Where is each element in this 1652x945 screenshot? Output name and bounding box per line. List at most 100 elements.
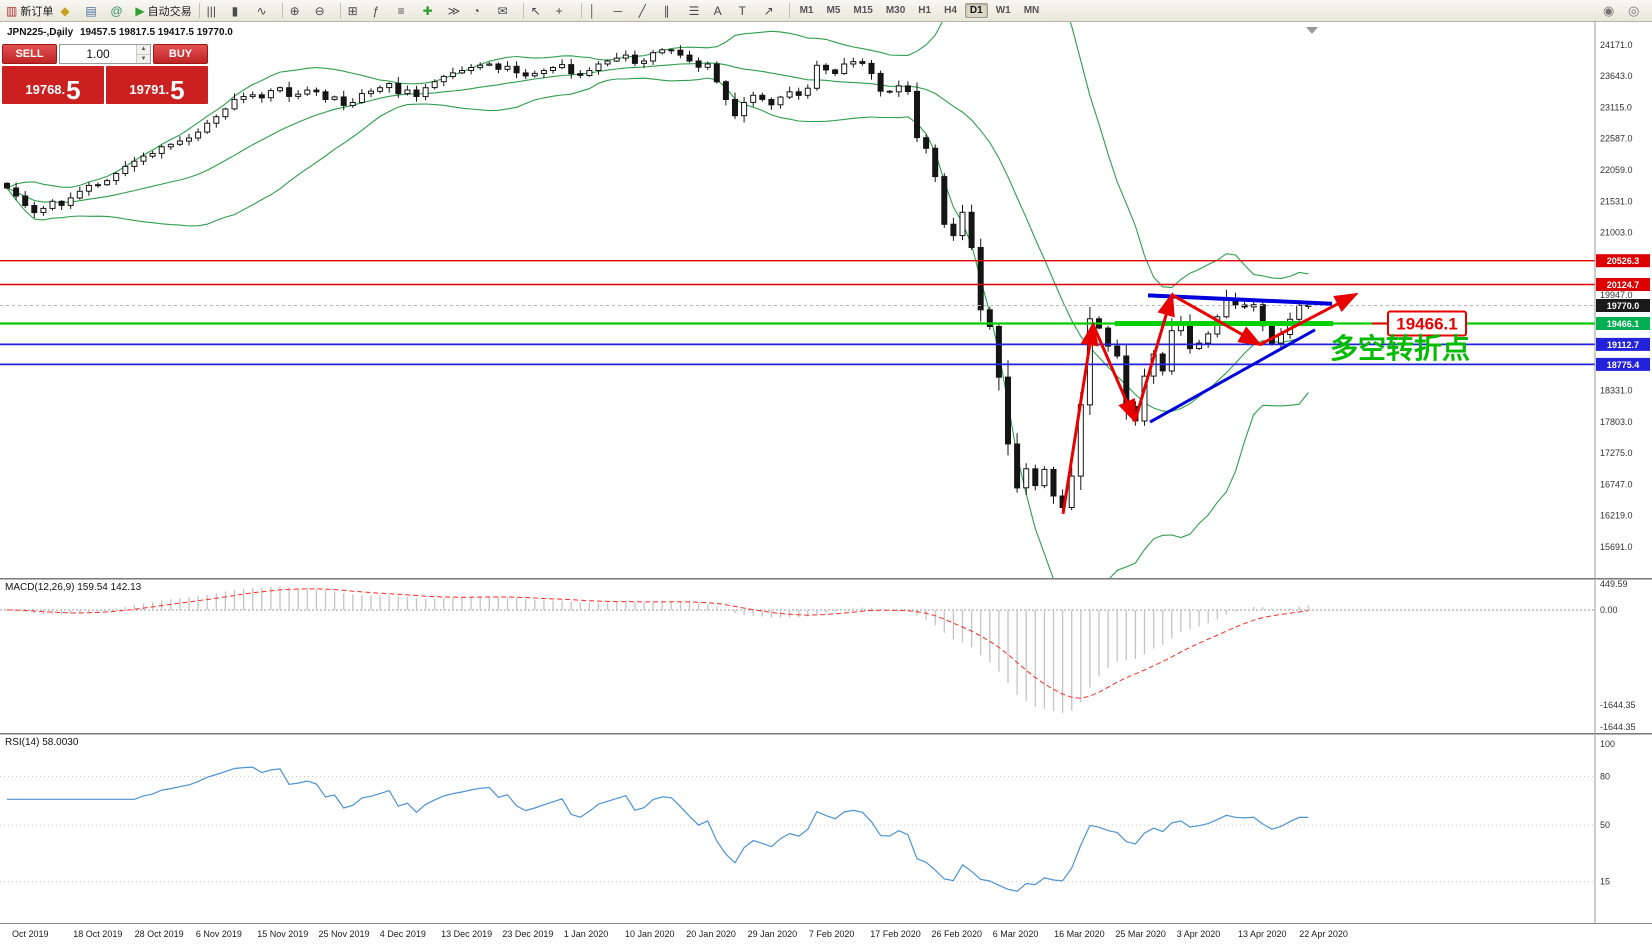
profiles-icon[interactable]: ▤: [82, 1, 106, 21]
rsi-panel-canvas[interactable]: 100 80 50 15 RSI(14) 58.0030: [0, 735, 1652, 923]
alerts-icon[interactable]: ◔: [470, 1, 494, 21]
toolbar-separator: [339, 3, 341, 18]
timeframe-M30[interactable]: M30: [885, 5, 906, 16]
date-label: 4 Dec 2019: [379, 929, 426, 939]
buy-price-box[interactable]: 19791. 5: [106, 66, 208, 104]
fibonacci-icon[interactable]: ☰: [686, 1, 710, 21]
text-icon[interactable]: A: [711, 1, 735, 21]
panel-separator[interactable]: [0, 733, 1652, 735]
charts-icon[interactable]: ◆: [57, 1, 81, 21]
toolbar-separator: [198, 3, 200, 18]
resistance-trendline[interactable]: [1147, 293, 1333, 306]
rsi-scale-label: 15: [1600, 877, 1610, 887]
trendline-icon[interactable]: ╱: [636, 1, 660, 21]
help-button[interactable]: ◉: [1600, 1, 1624, 21]
candle-chart-icon[interactable]: ▮: [229, 1, 253, 21]
macd-signal-line: [6, 588, 1309, 699]
price-scale-label: 24171.0: [1600, 40, 1633, 50]
date-label: 6 Nov 2019: [195, 929, 242, 939]
trend-arrow[interactable]: [1171, 293, 1263, 347]
price-badge-text: 19466.1: [1607, 319, 1640, 329]
arrows-icon: ↗: [763, 3, 774, 18]
auto-trading-button[interactable]: ▶ 自动交易: [132, 1, 194, 21]
new-order-button-label: 新订单: [20, 5, 54, 18]
trend-arrow[interactable]: [1091, 323, 1137, 424]
price-label-box[interactable]: [1387, 310, 1467, 337]
new-order-button[interactable]: ▥ 新订单: [3, 1, 56, 21]
macd-scale-label: -1644.35: [1600, 700, 1636, 710]
bar-chart-icon: |||: [206, 3, 216, 18]
bar-chart-icon[interactable]: |||: [204, 1, 228, 21]
zoom-in-icon[interactable]: ⊕: [287, 1, 311, 21]
date-label: 25 Nov 2019: [318, 929, 370, 939]
new-chart-icon[interactable]: ✚: [420, 1, 444, 21]
buy-button[interactable]: BUY: [153, 44, 208, 64]
line-chart-icon: ∿: [256, 3, 267, 18]
toolbar-separator: [281, 3, 283, 18]
timeframe-H4[interactable]: H4: [944, 5, 957, 16]
rising-trendline[interactable]: [1149, 328, 1316, 424]
macd-scale-label: -1644.35: [1600, 722, 1636, 732]
price-badge-text: 20526.3: [1607, 256, 1640, 266]
price-scale-label: 16747.0: [1600, 480, 1633, 490]
trend-arrow[interactable]: [1133, 291, 1175, 422]
label-icon[interactable]: T: [736, 1, 760, 21]
macd-panel-canvas[interactable]: 449.59 0.00 -1644.35 -1644.35 MACD(12,26,9)…: [0, 580, 1652, 733]
macd-scale[interactable]: [1596, 580, 1652, 733]
trend-arrow[interactable]: [1259, 292, 1359, 346]
timeframe-M1[interactable]: M1: [799, 5, 814, 16]
zoom-in-icon: ⊕: [289, 3, 300, 18]
date-axis[interactable]: Oct 2019 18 Oct 2019 28 Oct 2019 6 Nov 2019…: [0, 923, 1652, 945]
volume-up-icon[interactable]: ▲: [137, 45, 150, 55]
price-scale-label: 16219.0: [1600, 511, 1633, 521]
crosshair-icon[interactable]: +: [553, 1, 577, 21]
indicators-icon[interactable]: ƒ: [370, 1, 394, 21]
timeframe-D1[interactable]: D1: [964, 3, 988, 18]
date-label: 18 Oct 2019: [73, 929, 123, 939]
timeframe-M5[interactable]: M5: [826, 5, 841, 16]
bollinger-bands: [6, 22, 1309, 578]
sell-price-box[interactable]: 19768. 5: [2, 66, 104, 104]
auto-scroll-icon[interactable]: ≫: [445, 1, 469, 21]
channel-icon[interactable]: ∥: [661, 1, 685, 21]
rsi-scale-label: 50: [1600, 820, 1610, 830]
sell-button[interactable]: SELL: [2, 44, 57, 64]
volume-input[interactable]: [60, 45, 136, 63]
price-badge: [1596, 254, 1650, 268]
one-click-menu-icon[interactable]: ▼: [55, 31, 63, 40]
timeframe-MN[interactable]: MN: [1023, 5, 1040, 16]
vertical-line-icon[interactable]: │: [586, 1, 610, 21]
date-label: 3 Apr 2020: [1176, 929, 1221, 939]
line-chart-icon[interactable]: ∿: [254, 1, 278, 21]
chart-shift-marker[interactable]: [1306, 27, 1318, 34]
cursor-icon[interactable]: ↖: [528, 1, 552, 21]
auto-trading-icon: ▶: [135, 3, 145, 18]
tile-windows-icon[interactable]: ⊞: [345, 1, 369, 21]
timeframe-W1[interactable]: W1: [995, 5, 1011, 16]
price-scale-label: 18331.0: [1600, 386, 1633, 396]
mailbox-icon[interactable]: ✉: [495, 1, 519, 21]
volume-down-icon[interactable]: ▼: [137, 54, 150, 63]
toolbar-separator: [522, 3, 524, 18]
sell-price-main: 19768: [25, 82, 62, 97]
horizontal-line-icon[interactable]: ─: [611, 1, 635, 21]
main-chart-canvas[interactable]: 19466.1 多空转折点 24171.0 23643.0 23115.0 22587.0…: [0, 22, 1652, 578]
date-label: 1 Jan 2020: [563, 929, 609, 939]
date-label: 13 Dec 2019: [441, 929, 493, 939]
arrows-icon[interactable]: ↗: [761, 1, 785, 21]
vertical-line-icon: │: [588, 3, 597, 18]
auto-trading-button-label: 自动交易: [147, 5, 192, 18]
timeframe-M15[interactable]: M15: [853, 5, 873, 16]
trend-arrow[interactable]: [1061, 321, 1099, 515]
search-button[interactable]: ◎: [1625, 1, 1649, 21]
zoom-out-icon[interactable]: ⊖: [312, 1, 336, 21]
date-label: 17 Feb 2020: [870, 929, 921, 939]
volume-steppers: ▲ ▼: [136, 45, 150, 63]
turning-point-annotation[interactable]: 多空转折点: [1330, 332, 1470, 364]
timeframe-H1[interactable]: H1: [918, 5, 932, 16]
price-scale-label: 17803.0: [1600, 417, 1633, 427]
objects-list-icon[interactable]: ≡: [395, 1, 419, 21]
price-scale-label: 22587.0: [1600, 134, 1633, 144]
panel-separator[interactable]: [0, 578, 1652, 580]
community-icon[interactable]: @: [107, 1, 131, 21]
